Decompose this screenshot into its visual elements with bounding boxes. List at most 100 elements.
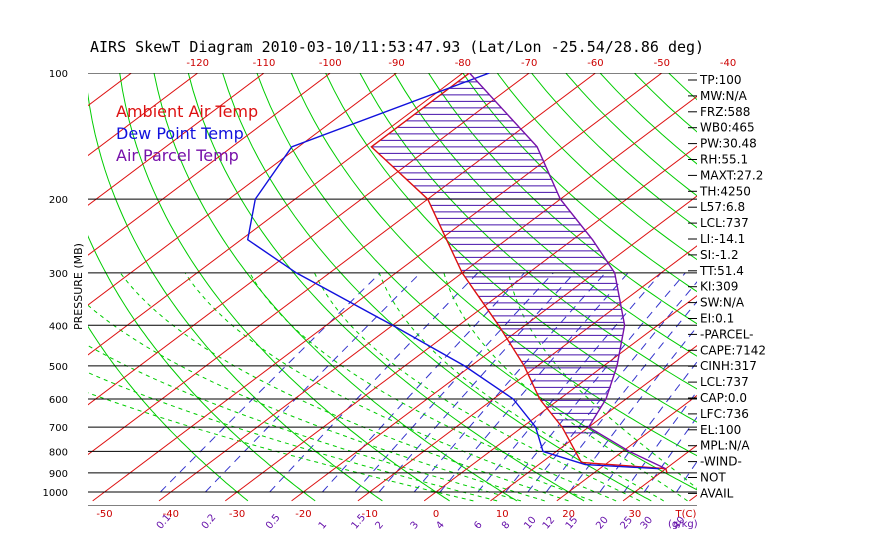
mixing-ratio-line <box>378 272 575 493</box>
stability-index-text: -PARCEL- <box>700 327 754 341</box>
isotherm-line <box>423 295 697 502</box>
dry-adiabat-line <box>462 73 697 293</box>
bottom-temp-tick-label: 20 <box>562 509 575 520</box>
isotherm-line <box>0 54 24 501</box>
stability-index-text: CINH:317 <box>700 359 757 373</box>
stability-index-text: MPL:N/A <box>700 439 750 453</box>
stability-index-text: AVAIL <box>700 486 734 500</box>
dry-adiabat-line <box>256 73 697 491</box>
profile-series <box>246 73 668 473</box>
isotherm-line <box>822 54 870 501</box>
mixing-ratio-tick-label: 12 <box>541 515 558 532</box>
pressure-tick-label: 200 <box>49 195 68 206</box>
stability-indices: TP:100 MW:N/A FRZ:588 WB0:465 PW:30.48 RH:55.… <box>688 73 766 500</box>
dry-adiabat-line <box>88 234 316 502</box>
dry-adiabat-line <box>393 73 697 357</box>
stability-index-text: TP:100 <box>699 73 742 87</box>
series-line-1 <box>246 73 660 470</box>
stability-index-text: KI:309 <box>700 280 738 294</box>
pressure-tick-label: 400 <box>49 321 68 332</box>
top-temp-tick-label: -90 <box>388 58 404 69</box>
top-temp-tick-label: -50 <box>654 58 670 69</box>
bottom-temp-unit: T(C) <box>675 509 697 520</box>
legend-dew-point-temp: Dew Point Temp <box>116 124 244 143</box>
stability-index-text: CAPE:7142 <box>700 343 766 357</box>
moist-adiabat-line <box>249 272 617 502</box>
mixing-ratio-line <box>205 272 421 493</box>
bottom-temp-tick-label: -40 <box>163 509 179 520</box>
series-line-2 <box>468 73 667 470</box>
stability-index-text: -WIND- <box>700 455 742 469</box>
stability-index-text: EL:100 <box>700 423 741 437</box>
y-axis-label: PRESSURE (MB) <box>72 243 85 330</box>
moist-adiabat-line <box>119 272 569 502</box>
bottom-temp-tick-label: 30 <box>629 509 642 520</box>
pressure-tick-label: 900 <box>49 469 68 480</box>
mixing-ratio-tick-label: 10 <box>522 515 539 532</box>
pressure-tick-label: 300 <box>49 269 68 280</box>
mixing-ratio-line <box>439 272 629 493</box>
top-temp-tick-label: -70 <box>521 58 537 69</box>
isotherm-line <box>88 73 265 206</box>
bottom-temp-tick-label: -50 <box>96 509 112 520</box>
stability-index-text: RH:55.1 <box>700 153 748 167</box>
dry-adiabat-line <box>668 73 697 101</box>
mixing-ratio-tick-label: 20 <box>594 515 611 532</box>
mixing-ratio-line <box>322 272 525 493</box>
isotherm-line <box>88 73 464 356</box>
chart-title: AIRS SkewT Diagram 2010-03-10/11:53:47.9… <box>90 38 704 56</box>
mixing-ratio-tick-label: 1 <box>317 520 330 532</box>
isotherm-line <box>88 73 199 157</box>
pressure-tick-label: 500 <box>49 362 68 373</box>
dry-adiabat-line <box>783 54 870 501</box>
dry-adiabat-line <box>496 73 697 261</box>
mixing-ratio-line <box>269 272 479 493</box>
mixing-ratio-unit: (g/kg) <box>668 519 698 530</box>
mixing-ratio-line <box>568 326 697 493</box>
moist-adiabat-line <box>88 372 498 502</box>
bottom-temp-tick-labels: -50 -40 -30 -20 -10 0 10 20 30 T(C) <box>96 509 696 520</box>
series-line-0 <box>370 73 668 473</box>
top-temp-tick-label: -80 <box>455 58 471 69</box>
mixing-ratio-line <box>160 272 381 493</box>
top-temp-tick-label: -60 <box>587 58 603 69</box>
top-temp-tick-label: -100 <box>319 58 342 69</box>
stability-index-text: FRZ:588 <box>700 105 750 119</box>
isotherm-line <box>88 73 531 406</box>
bottom-temp-tick-label: -20 <box>295 509 311 520</box>
moist-adiabat-line <box>88 345 522 502</box>
dry-adiabat-line <box>153 73 518 502</box>
top-temp-tick-label: -120 <box>186 58 209 69</box>
isotherm-line <box>158 95 697 502</box>
stability-index-text: SI:-1.2 <box>700 248 739 262</box>
stability-index-text: LCL:737 <box>700 216 749 230</box>
isotherm-line <box>92 73 663 502</box>
bottom-temp-tick-label: 10 <box>496 509 509 520</box>
mixing-ratio-tick-label: 6 <box>472 520 485 532</box>
stability-index-text: L57:6.8 <box>700 200 745 214</box>
pressure-tick-label: 700 <box>49 423 68 434</box>
moist-adiabat-line <box>184 272 593 502</box>
isotherm-line <box>357 245 697 502</box>
legend-ambient-air-temp: Ambient Air Temp <box>116 102 258 121</box>
cape-hatching <box>371 81 625 434</box>
stability-index-text: MW:N/A <box>700 89 748 103</box>
top-temp-tick-label: -110 <box>253 58 276 69</box>
top-temp-tick-labels: -120 -110 -100 -90 -80 -70 -60 -50 -40 <box>186 58 736 69</box>
stability-index-text: TH:4250 <box>699 184 751 198</box>
pressure-tick-labels: 100 200 300 400 500 600 700 800 900 1000 <box>43 69 68 499</box>
dry-adiabat-line <box>119 73 450 502</box>
moist-adiabat-line <box>508 272 697 490</box>
stability-index-text: LI:-14.1 <box>700 232 745 246</box>
stability-index-text: PW:30.48 <box>700 137 757 151</box>
stability-index-text: CAP:0.0 <box>700 391 747 405</box>
mixing-ratio-line <box>477 272 662 493</box>
stability-index-text: SW:N/A <box>700 296 745 310</box>
dry-adiabat-line <box>187 73 585 502</box>
moist-adiabat-line <box>88 392 474 502</box>
mixing-ratio-lines <box>160 272 697 493</box>
mixing-ratio-tick-label: 0.2 <box>200 512 219 531</box>
moist-adiabat-line <box>378 272 664 502</box>
dry-adiabat-line <box>427 73 697 325</box>
